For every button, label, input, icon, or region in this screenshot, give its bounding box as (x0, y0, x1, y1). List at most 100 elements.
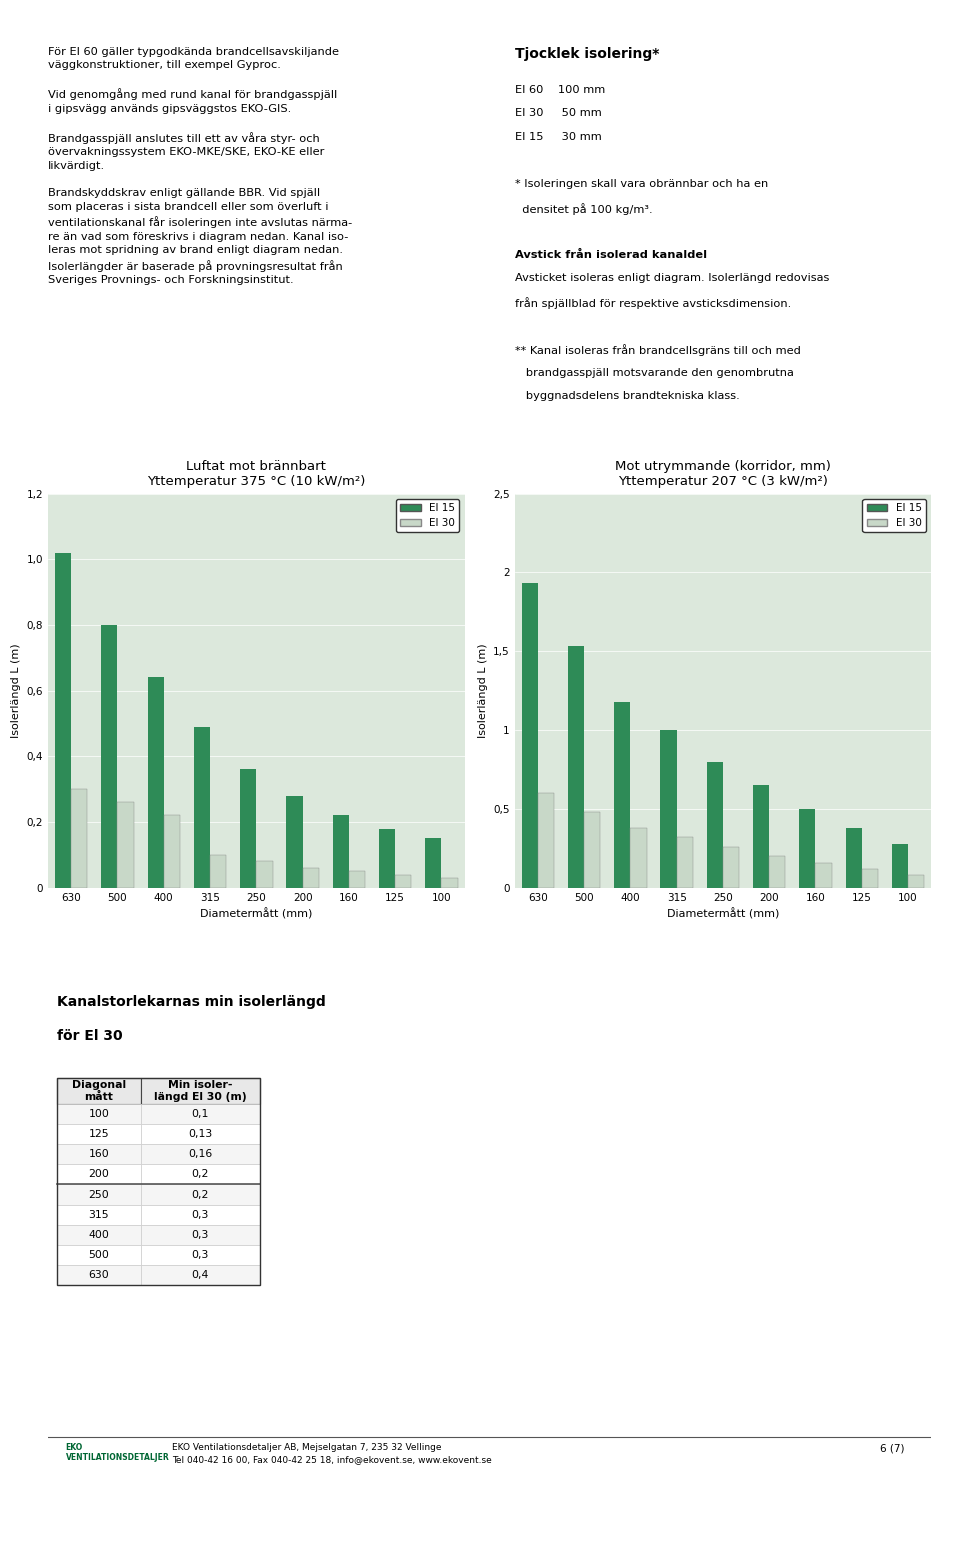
Text: Kanalstorlekarnas min isolerlängd: Kanalstorlekarnas min isolerlängd (57, 995, 325, 1009)
FancyBboxPatch shape (57, 1245, 141, 1265)
Text: 0,16: 0,16 (188, 1150, 212, 1159)
Bar (800, 809, 815, 888)
Bar (908, 875, 924, 888)
Bar (210, 855, 227, 888)
FancyBboxPatch shape (57, 1079, 141, 1103)
Text: 6 (7): 6 (7) (880, 1443, 904, 1453)
Bar (723, 847, 739, 888)
Y-axis label: Isolerlängd L (m): Isolerlängd L (m) (477, 644, 488, 737)
Bar (148, 678, 164, 888)
Text: Avsticket isoleras enligt diagram. Isolerlängd redovisas: Avsticket isoleras enligt diagram. Isole… (515, 273, 829, 284)
Text: 160: 160 (88, 1150, 109, 1159)
Text: 0,2: 0,2 (192, 1169, 209, 1180)
Y-axis label: Isolerlängd L (m): Isolerlängd L (m) (11, 644, 21, 737)
FancyBboxPatch shape (57, 1204, 141, 1225)
Bar (862, 869, 878, 888)
Bar (348, 871, 365, 888)
Text: 315: 315 (88, 1209, 109, 1220)
X-axis label: Diametermått (mm): Diametermått (mm) (200, 908, 313, 920)
Text: 125: 125 (88, 1130, 109, 1139)
Bar (164, 815, 180, 888)
Text: El 60    100 mm: El 60 100 mm (515, 85, 605, 95)
FancyBboxPatch shape (141, 1204, 260, 1225)
Bar (753, 785, 769, 888)
Bar (707, 762, 723, 888)
Text: densitet på 100 kg/m³.: densitet på 100 kg/m³. (515, 203, 652, 214)
Bar (846, 827, 862, 888)
Text: från spjällblad för respektive avsticksdimension.: från spjällblad för respektive avsticksd… (515, 296, 791, 309)
Bar (302, 868, 319, 888)
Text: * Isoleringen skall vara obrännbar och ha en: * Isoleringen skall vara obrännbar och h… (515, 178, 768, 189)
Bar (101, 625, 117, 888)
Text: 500: 500 (88, 1249, 109, 1260)
Text: för El 30: för El 30 (57, 1029, 123, 1043)
Text: 200: 200 (88, 1169, 109, 1180)
Bar (396, 875, 412, 888)
FancyBboxPatch shape (57, 1103, 141, 1124)
FancyBboxPatch shape (141, 1245, 260, 1265)
Text: ** Kanal isoleras från brandcellsgräns till och med: ** Kanal isoleras från brandcellsgräns t… (515, 345, 801, 355)
Bar (379, 829, 396, 888)
FancyBboxPatch shape (57, 1265, 141, 1285)
Text: 0,3: 0,3 (192, 1249, 209, 1260)
Text: 400: 400 (88, 1229, 109, 1240)
FancyBboxPatch shape (141, 1265, 260, 1285)
Bar (677, 837, 693, 888)
Text: 250: 250 (88, 1189, 109, 1200)
Text: 0,4: 0,4 (192, 1270, 209, 1280)
FancyBboxPatch shape (141, 1124, 260, 1144)
Bar (631, 827, 646, 888)
Text: Tjocklek isolering*: Tjocklek isolering* (515, 47, 659, 61)
Bar (584, 812, 600, 888)
Text: brandgasspjäll motsvarande den genombrutna: brandgasspjäll motsvarande den genombrut… (515, 368, 794, 377)
Bar (425, 838, 442, 888)
FancyBboxPatch shape (57, 1164, 141, 1184)
FancyBboxPatch shape (141, 1225, 260, 1245)
Bar (521, 584, 538, 888)
Bar (660, 729, 677, 888)
FancyBboxPatch shape (141, 1184, 260, 1204)
Bar (815, 863, 831, 888)
Bar (769, 857, 785, 888)
Text: EKO
VENTILATIONSDETALJER: EKO VENTILATIONSDETALJER (65, 1443, 169, 1462)
FancyBboxPatch shape (57, 1225, 141, 1245)
Bar (892, 844, 908, 888)
Text: 0,13: 0,13 (188, 1130, 212, 1139)
Text: 0,3: 0,3 (192, 1229, 209, 1240)
X-axis label: Diametermått (mm): Diametermått (mm) (666, 908, 780, 920)
Bar (194, 726, 210, 888)
Text: byggnadsdelens brandtekniska klass.: byggnadsdelens brandtekniska klass. (515, 391, 739, 402)
FancyBboxPatch shape (141, 1103, 260, 1124)
Text: EKO Ventilationsdetaljer AB, Mejselgatan 7, 235 32 Vellinge
Tel 040-42 16 00, Fa: EKO Ventilationsdetaljer AB, Mejselgatan… (172, 1443, 492, 1464)
FancyBboxPatch shape (57, 1184, 141, 1204)
Bar (256, 861, 273, 888)
Text: 0,3: 0,3 (192, 1209, 209, 1220)
FancyBboxPatch shape (57, 1144, 141, 1164)
Bar (333, 815, 348, 888)
Bar (538, 793, 554, 888)
Text: 0,2: 0,2 (192, 1189, 209, 1200)
FancyBboxPatch shape (141, 1164, 260, 1184)
Bar (71, 788, 87, 888)
Text: El 15     30 mm: El 15 30 mm (515, 132, 601, 141)
Bar (240, 770, 256, 888)
Text: El 30     50 mm: El 30 50 mm (515, 109, 601, 118)
Text: För El 60 gäller typgodkända brandcellsavskiljande
väggkonstruktioner, till exem: För El 60 gäller typgodkända brandcellsa… (48, 47, 352, 286)
Text: Diagonal
mått: Diagonal mått (72, 1080, 126, 1102)
Bar (286, 796, 302, 888)
Text: 630: 630 (88, 1270, 109, 1280)
Bar (442, 878, 458, 888)
Text: 0,1: 0,1 (192, 1110, 209, 1119)
Bar (117, 802, 133, 888)
FancyBboxPatch shape (141, 1144, 260, 1164)
Text: 100: 100 (88, 1110, 109, 1119)
Legend: El 15, El 30: El 15, El 30 (862, 498, 926, 532)
Legend: El 15, El 30: El 15, El 30 (396, 498, 460, 532)
Title: Mot utrymmande (korridor, mm)
Yttemperatur 207 °C (3 kW/m²): Mot utrymmande (korridor, mm) Yttemperat… (615, 461, 830, 489)
FancyBboxPatch shape (141, 1079, 260, 1103)
Bar (567, 647, 584, 888)
Text: Min isoler-
längd El 30 (m): Min isoler- längd El 30 (m) (154, 1080, 247, 1102)
Bar (55, 553, 71, 888)
Bar (614, 702, 631, 888)
FancyBboxPatch shape (57, 1124, 141, 1144)
